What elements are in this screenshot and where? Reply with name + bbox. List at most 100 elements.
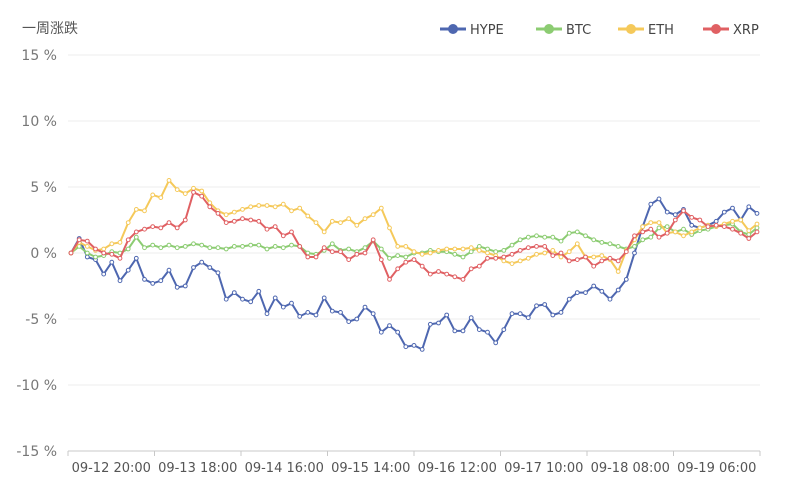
data-point-eth: [419, 251, 425, 257]
data-point-eth: [452, 246, 458, 252]
data-point-btc: [550, 234, 556, 240]
legend-swatch-marker: [626, 24, 636, 34]
data-point-hype: [656, 196, 662, 202]
grid-lines: [68, 54, 760, 386]
data-point-hype: [158, 278, 164, 284]
data-point-btc: [231, 244, 237, 249]
data-point-hype: [721, 209, 727, 215]
data-point-btc: [240, 244, 245, 249]
data-point-btc: [289, 242, 294, 248]
data-point-btc: [640, 237, 646, 243]
data-point-hype: [280, 304, 286, 310]
data-point-eth: [615, 269, 621, 274]
data-point-eth: [558, 254, 564, 260]
data-point-btc: [599, 240, 605, 245]
data-point-hype: [427, 321, 433, 327]
data-point-hype: [142, 277, 147, 282]
data-point-eth: [313, 220, 319, 226]
data-point-eth: [174, 187, 180, 193]
data-point-xrp: [689, 215, 695, 220]
data-point-eth: [672, 229, 678, 235]
data-point-eth: [640, 224, 646, 230]
data-point-eth: [101, 246, 107, 252]
data-point-hype: [509, 311, 515, 317]
legend[interactable]: HYPE BTC ETH XRP: [440, 23, 759, 38]
data-point-xrp: [648, 226, 654, 232]
series-btc: [68, 221, 760, 261]
data-point-btc: [681, 226, 686, 232]
data-point-btc: [746, 232, 752, 237]
data-point-xrp: [525, 245, 531, 251]
data-point-hype: [191, 265, 196, 270]
data-point-xrp: [362, 250, 368, 256]
data-point-btc: [656, 225, 662, 231]
data-point-eth: [411, 249, 417, 255]
data-point-xrp: [272, 224, 278, 230]
data-point-eth: [289, 208, 294, 214]
data-point-xrp: [329, 249, 335, 255]
x-tick-label: 09-15 14:00: [331, 461, 410, 476]
data-point-btc: [280, 245, 286, 251]
data-point-xrp: [215, 211, 221, 216]
data-point-xrp: [166, 220, 172, 226]
data-point-hype: [378, 329, 384, 335]
data-point-xrp: [280, 233, 286, 239]
data-point-btc: [133, 234, 139, 240]
data-point-xrp: [387, 277, 392, 282]
data-point-eth: [387, 225, 392, 231]
data-point-xrp: [354, 251, 360, 257]
data-point-hype: [534, 303, 539, 309]
data-point-xrp: [313, 254, 319, 260]
data-point-xrp: [517, 248, 523, 253]
legend-swatch-marker: [544, 24, 554, 34]
data-point-eth: [158, 195, 164, 201]
data-point-hype: [558, 310, 564, 315]
y-axis: 15 % 10 % 5 % 0 % -5 % -10 % -15 %: [16, 48, 57, 460]
data-point-eth: [476, 248, 482, 253]
data-point-hype: [174, 284, 180, 290]
data-point-hype: [207, 265, 213, 270]
data-point-btc: [501, 248, 507, 253]
data-point-eth: [427, 250, 433, 256]
data-point-xrp: [199, 193, 205, 199]
data-point-eth: [591, 254, 597, 260]
x-tick-label: 09-13 18:00: [158, 461, 237, 476]
data-point-btc: [476, 244, 482, 249]
data-point-eth: [354, 222, 360, 228]
legend-label: XRP: [733, 23, 759, 38]
data-point-btc: [215, 245, 221, 251]
data-point-xrp: [615, 258, 621, 264]
data-point-eth: [338, 220, 343, 226]
legend-item-btc[interactable]: BTC: [536, 23, 591, 38]
data-point-btc: [248, 242, 254, 248]
data-point-xrp: [566, 258, 572, 264]
legend-item-xrp[interactable]: XRP: [703, 23, 759, 38]
data-point-btc: [509, 242, 515, 248]
data-point-hype: [566, 296, 572, 302]
x-tick-label: 09-18 08:00: [591, 461, 670, 476]
legend-label: ETH: [648, 23, 674, 38]
y-tick-label: 0 %: [30, 246, 57, 262]
data-point-eth: [264, 203, 270, 208]
data-point-hype: [182, 283, 188, 289]
legend-item-hype[interactable]: HYPE: [440, 23, 504, 38]
data-point-btc: [346, 246, 352, 252]
legend-item-eth[interactable]: ETH: [618, 23, 674, 38]
data-point-btc: [223, 246, 229, 252]
data-point-eth: [574, 241, 580, 247]
data-point-eth: [109, 241, 115, 247]
data-point-hype: [403, 344, 409, 350]
data-point-xrp: [174, 225, 180, 231]
data-point-btc: [558, 238, 564, 244]
data-point-hype: [101, 271, 107, 277]
data-point-xrp: [558, 250, 564, 256]
data-point-xrp: [133, 229, 139, 235]
data-point-xrp: [370, 237, 376, 243]
data-point-eth: [321, 229, 327, 235]
series-line-xrp: [70, 191, 758, 281]
data-point-btc: [460, 254, 466, 260]
data-point-hype: [754, 211, 760, 216]
data-point-hype: [305, 310, 311, 315]
data-point-hype: [615, 287, 621, 293]
data-point-hype: [313, 312, 319, 318]
